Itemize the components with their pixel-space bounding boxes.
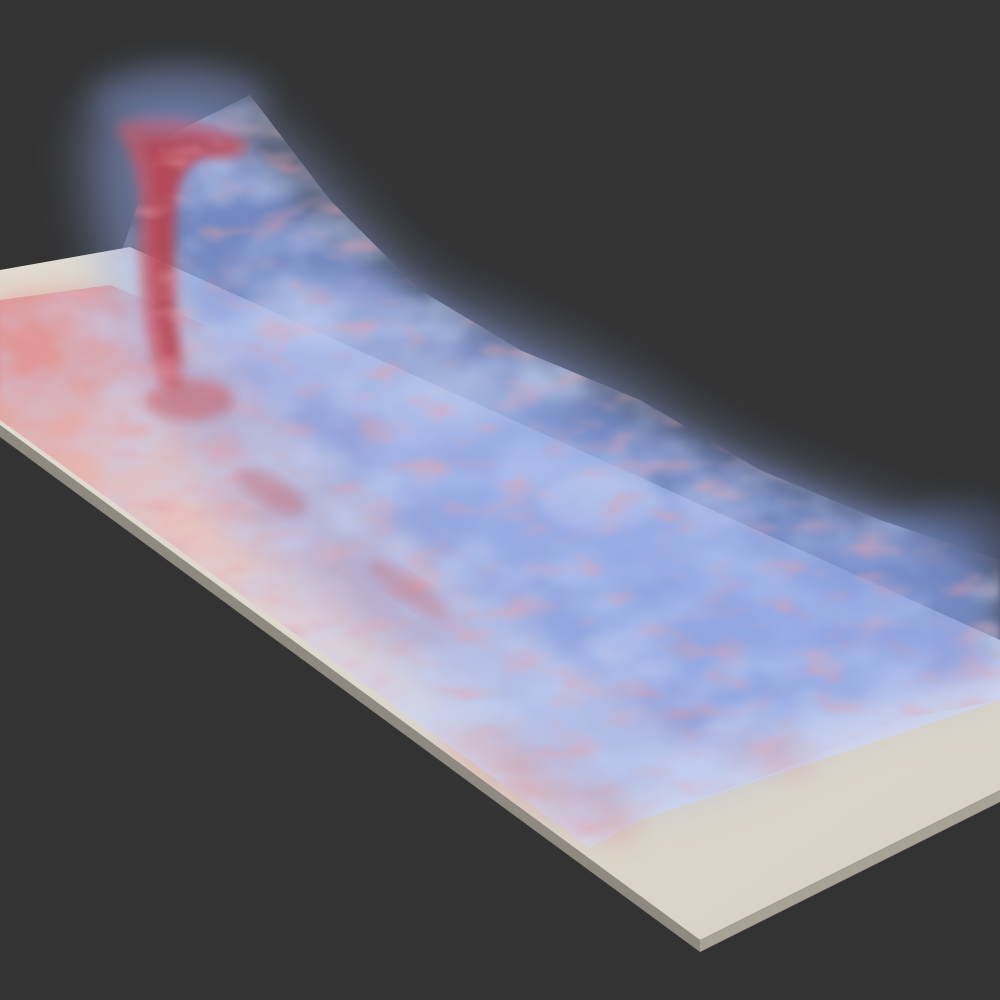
plate-front-edge (0, 425, 700, 952)
haze (90, 65, 1000, 580)
plate-right-edge (700, 790, 1000, 952)
